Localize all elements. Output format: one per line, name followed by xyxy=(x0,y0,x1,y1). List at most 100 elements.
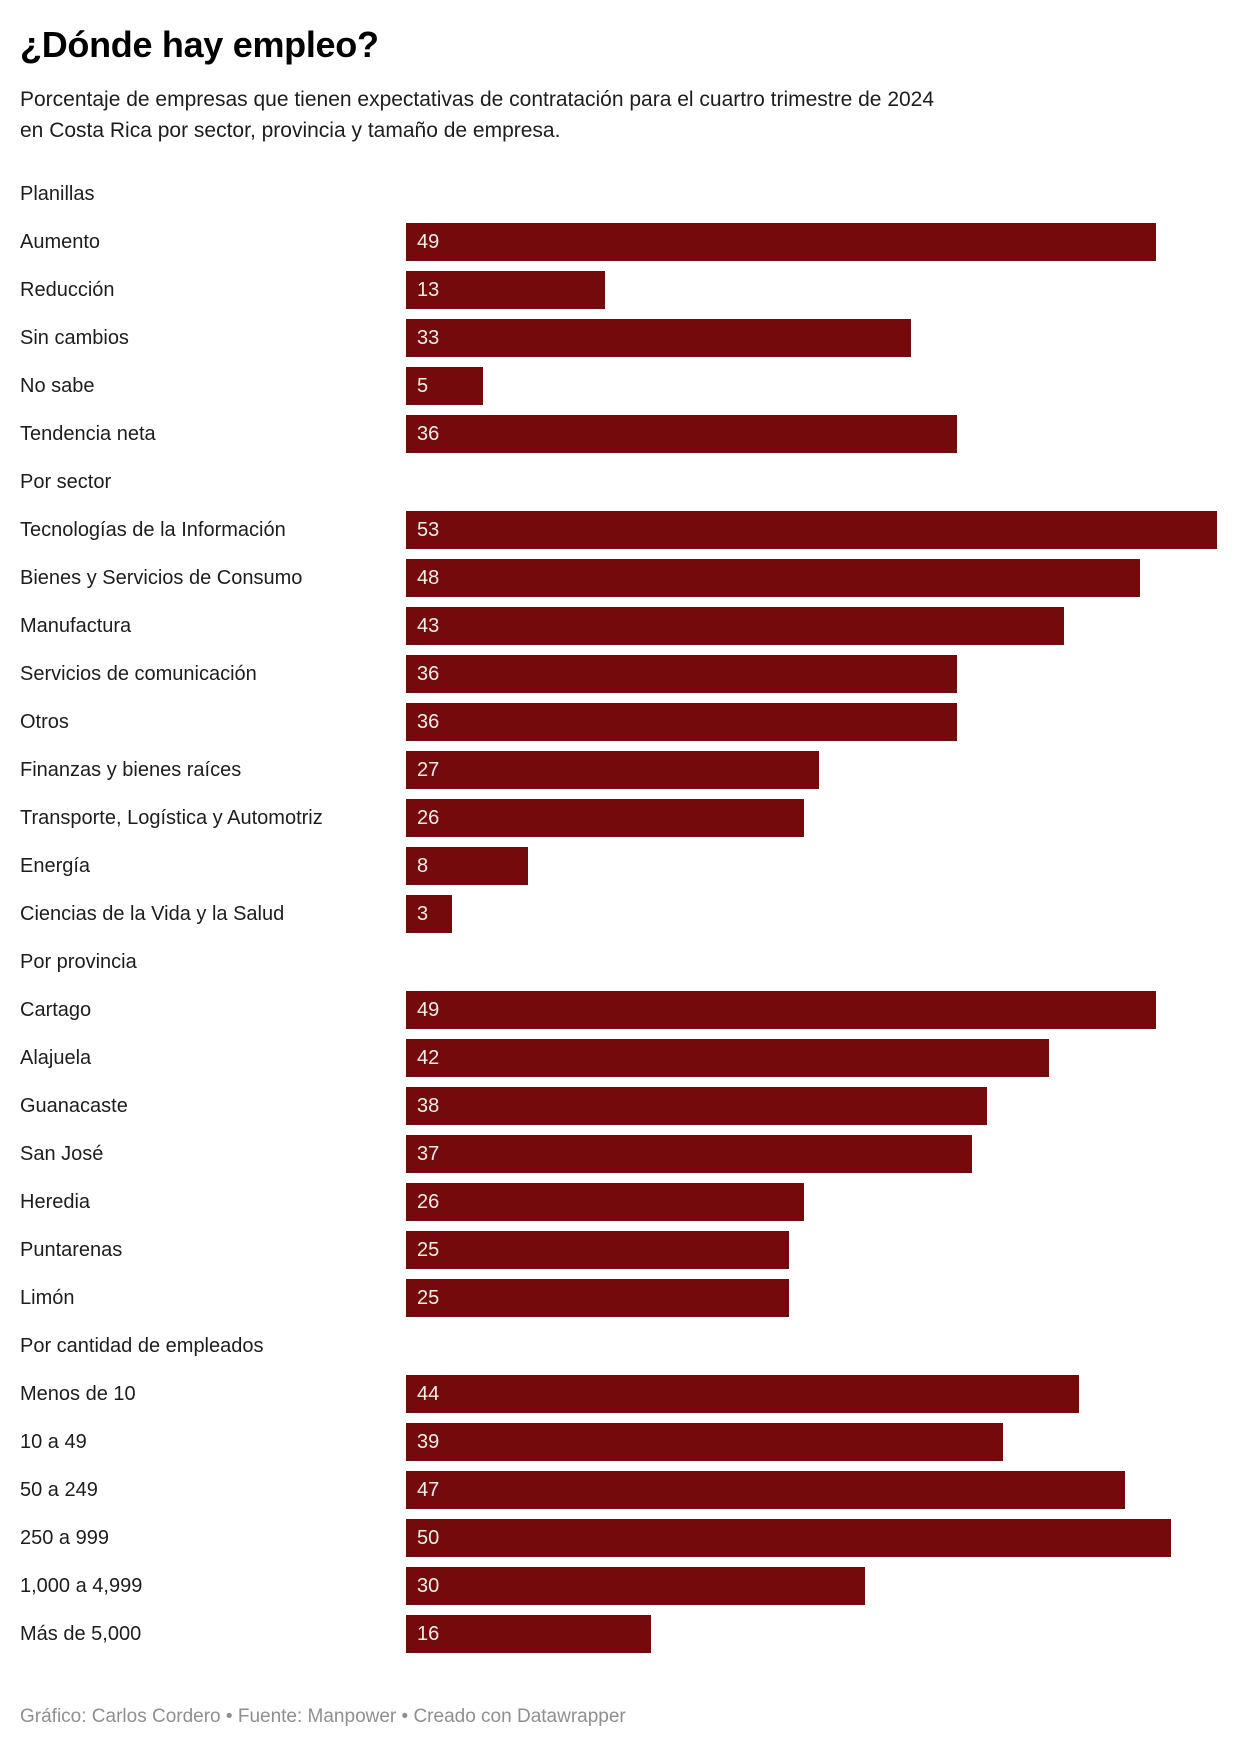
category-label: Bienes y Servicios de Consumo xyxy=(20,566,303,589)
bar-row: 50 a 249 47 xyxy=(20,1466,1217,1514)
category-label: Menos de 10 xyxy=(20,1382,136,1405)
category-label: Otros xyxy=(20,710,69,733)
bar-row: Limón 25 xyxy=(20,1274,1217,1322)
value-label: 47 xyxy=(417,1478,440,1501)
bar-track: 25 xyxy=(406,1231,1217,1269)
bar-row: Transporte, Logística y Automotriz 26 xyxy=(20,794,1217,842)
bar-track: 26 xyxy=(406,1183,1217,1221)
bar-track: 49 xyxy=(406,223,1217,261)
bar: 26 xyxy=(406,799,804,837)
value-label: 50 xyxy=(417,1526,440,1549)
category-label: Energía xyxy=(20,854,91,877)
bar-track: 33 xyxy=(406,319,1217,357)
value-label: 8 xyxy=(417,854,429,877)
bar: 42 xyxy=(406,1039,1049,1077)
value-label: 13 xyxy=(417,278,440,301)
section-header: Planillas xyxy=(20,182,95,205)
bar: 36 xyxy=(406,703,957,741)
bar-row: Cartago 49 xyxy=(20,986,1217,1034)
category-label: 50 a 249 xyxy=(20,1478,98,1501)
category-label: Más de 5,000 xyxy=(20,1622,142,1645)
bar-track: 13 xyxy=(406,271,1217,309)
category-label: Sin cambios xyxy=(20,326,129,349)
bar: 27 xyxy=(406,751,820,789)
bar: 13 xyxy=(406,271,605,309)
value-label: 25 xyxy=(417,1238,440,1261)
value-label: 36 xyxy=(417,710,440,733)
bar-track: 44 xyxy=(406,1375,1217,1413)
bar-row: Menos de 10 44 xyxy=(20,1370,1217,1418)
bar: 50 xyxy=(406,1519,1172,1557)
value-label: 48 xyxy=(417,566,440,589)
bar: 30 xyxy=(406,1567,866,1605)
bar-track: 8 xyxy=(406,847,1217,885)
bar-track: 30 xyxy=(406,1567,1217,1605)
bar-track: 16 xyxy=(406,1615,1217,1653)
bar-track: 26 xyxy=(406,799,1217,837)
bar: 3 xyxy=(406,895,452,933)
bar: 26 xyxy=(406,1183,804,1221)
section-header: Por cantidad de empleados xyxy=(20,1334,264,1357)
bar-track: 47 xyxy=(406,1471,1217,1509)
bar-row: Manufactura 43 xyxy=(20,602,1217,650)
bar: 47 xyxy=(406,1471,1126,1509)
value-label: 53 xyxy=(417,518,440,541)
bar: 43 xyxy=(406,607,1064,645)
bar-row: Más de 5,000 16 xyxy=(20,1610,1217,1658)
category-label: 1,000 a 4,999 xyxy=(20,1574,143,1597)
bar: 39 xyxy=(406,1423,1003,1461)
bar-track: 36 xyxy=(406,415,1217,453)
bar-row: Energía 8 xyxy=(20,842,1217,890)
chart-credit: Gráfico: Carlos Cordero • Fuente: Manpow… xyxy=(20,1706,626,1727)
category-label: Alajuela xyxy=(20,1046,92,1069)
category-label: Ciencias de la Vida y la Salud xyxy=(20,902,285,925)
category-label: Aumento xyxy=(20,230,101,253)
bar: 38 xyxy=(406,1087,988,1125)
bar: 37 xyxy=(406,1135,973,1173)
bar-chart: Planillas Aumento 49 Reducción 13 Sin cambios… xyxy=(20,170,1217,1658)
bar-track: 49 xyxy=(406,991,1217,1029)
value-label: 43 xyxy=(417,614,440,637)
bar-track: 50 xyxy=(406,1519,1217,1557)
bar-track: 37 xyxy=(406,1135,1217,1173)
bar-track: 43 xyxy=(406,607,1217,645)
value-label: 49 xyxy=(417,998,440,1021)
bar: 16 xyxy=(406,1615,651,1653)
chart-subtitle: Porcentaje de empresas que tienen expect… xyxy=(20,88,935,142)
bar-track: 36 xyxy=(406,703,1217,741)
bar-row: Heredia 26 xyxy=(20,1178,1217,1226)
category-label: Heredia xyxy=(20,1190,91,1213)
chart-title: ¿Dónde hay empleo? xyxy=(20,24,379,65)
bar-track: 25 xyxy=(406,1279,1217,1317)
bar-row: Servicios de comunicación 36 xyxy=(20,650,1217,698)
bar: 48 xyxy=(406,559,1141,597)
section-header: Por sector xyxy=(20,470,112,493)
value-label: 26 xyxy=(417,806,440,829)
bar-row: Reducción 13 xyxy=(20,266,1217,314)
category-label: Tendencia neta xyxy=(20,422,156,445)
category-label: Puntarenas xyxy=(20,1238,123,1261)
bar-row: Sin cambios 33 xyxy=(20,314,1217,362)
value-label: 39 xyxy=(417,1430,440,1453)
bar: 8 xyxy=(406,847,529,885)
value-label: 27 xyxy=(417,758,440,781)
value-label: 33 xyxy=(417,326,440,349)
bar-row: 10 a 49 39 xyxy=(20,1418,1217,1466)
value-label: 5 xyxy=(417,374,429,397)
value-label: 42 xyxy=(417,1046,440,1069)
value-label: 36 xyxy=(417,422,440,445)
bar: 25 xyxy=(406,1279,789,1317)
bar-row: Otros 36 xyxy=(20,698,1217,746)
value-label: 30 xyxy=(417,1574,440,1597)
value-label: 25 xyxy=(417,1286,440,1309)
bar-track: 53 xyxy=(406,511,1217,549)
bar: 5 xyxy=(406,367,483,405)
bar: 53 xyxy=(406,511,1217,549)
category-label: Transporte, Logística y Automotriz xyxy=(20,806,323,829)
bar-row: Alajuela 42 xyxy=(20,1034,1217,1082)
bar-track: 48 xyxy=(406,559,1217,597)
value-label: 44 xyxy=(417,1382,440,1405)
category-label: Reducción xyxy=(20,278,115,301)
category-label: 10 a 49 xyxy=(20,1430,87,1453)
